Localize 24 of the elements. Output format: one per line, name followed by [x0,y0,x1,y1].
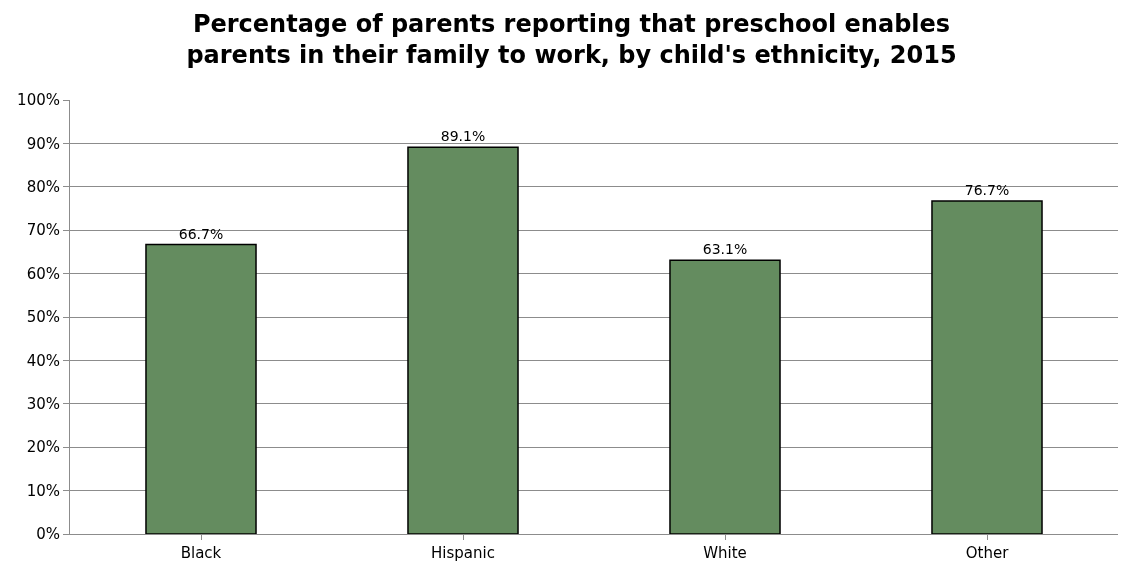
bar [669,259,781,534]
data-label: 63.1% [702,241,748,258]
bar [407,146,519,534]
bar [145,243,257,534]
y-tick-label: 0% [36,525,60,544]
y-tick-label: 90% [26,134,60,153]
y-tick-label: 70% [26,221,60,240]
data-label: 89.1% [440,128,486,145]
y-tick-label: 50% [26,308,60,327]
y-tick-label: 100% [17,91,60,110]
y-tick-label: 30% [26,395,60,414]
x-tick-label: Other [965,544,1010,562]
data-label: 66.7% [178,225,224,242]
x-tick-label: Hispanic [431,544,495,562]
x-tick-label: Black [180,544,222,562]
x-tick-label: White [703,544,747,562]
data-label: 76.7% [964,182,1010,199]
chart-title: Percentage of parents reporting that preschool enables parents in their family to work, by child's ethnicity, 2015 [186,9,957,70]
y-tick-label: 10% [26,481,60,500]
bar [931,200,1043,534]
y-tick-label: 60% [26,264,60,283]
y-tick-label: 80% [26,178,60,197]
y-tick-label: 20% [26,438,60,457]
y-tick-label: 40% [26,351,60,370]
